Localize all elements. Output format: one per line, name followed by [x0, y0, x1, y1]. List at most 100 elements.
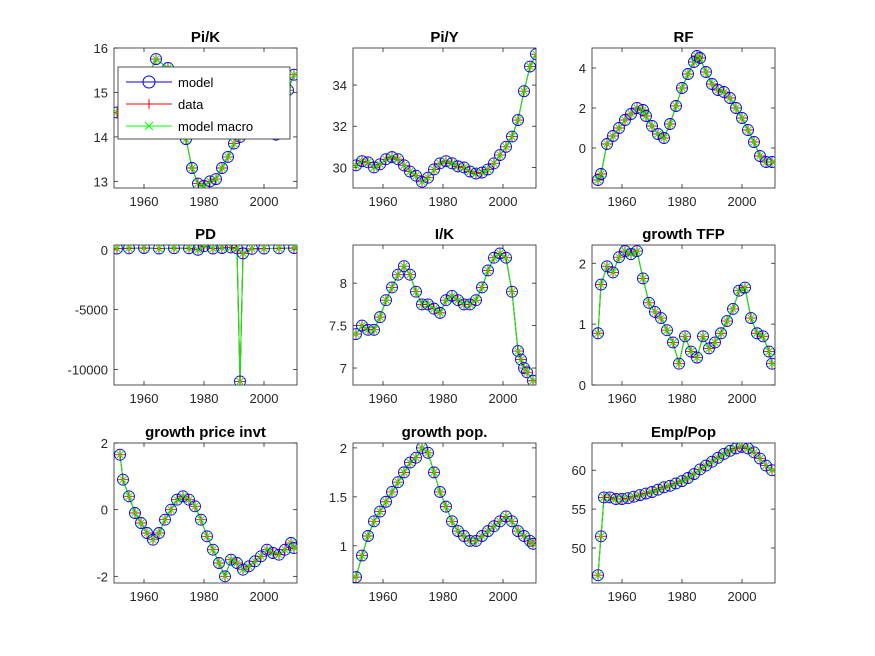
point-model-macro [435, 487, 445, 497]
point-model [500, 510, 512, 523]
point-model-macro [423, 448, 433, 458]
point-model [195, 513, 207, 526]
panel-emp-pop: Emp/Pop 1960 1980 2000 50 55 60 [572, 424, 776, 604]
point-model-macro [677, 83, 687, 93]
point-model-macro [238, 249, 248, 258]
point-model [422, 171, 434, 184]
point-model-macro [208, 545, 218, 555]
point-model [661, 324, 673, 337]
point-model-macro [214, 558, 224, 568]
point-model [147, 533, 159, 546]
point-model [398, 466, 410, 479]
point-model [733, 284, 745, 297]
point-model [123, 245, 135, 255]
point-model [392, 476, 404, 489]
point-model-macro [429, 468, 439, 477]
point-model [207, 245, 219, 255]
point-model [410, 285, 422, 298]
point-model-macro [381, 497, 391, 507]
point-model [664, 479, 676, 492]
point-model-macro [435, 308, 445, 318]
point-model [476, 530, 488, 542]
x-tick-label: 2000 [489, 589, 518, 604]
point-model-macro [217, 245, 227, 253]
panel-title: RF [674, 29, 694, 46]
y-tick-label: 1.5 [329, 490, 347, 505]
point-model [700, 66, 712, 78]
point-model-macro [247, 245, 257, 254]
panel-pd: PD 1960 1980 2000 0 -5000 -10000 [68, 226, 298, 406]
point-model [428, 163, 440, 176]
point-model-macro [447, 291, 457, 301]
point-model-macro [608, 268, 618, 277]
point-model [664, 118, 676, 130]
point-model [138, 245, 150, 254]
point-model [640, 110, 652, 122]
point-model [730, 443, 742, 455]
point-model [255, 550, 267, 563]
legend-label: data [178, 97, 204, 112]
point-model [655, 312, 667, 324]
point-model [694, 52, 706, 64]
point-model [386, 486, 398, 498]
panel-rf: RF 1960 1980 2000 0 2 4 [579, 29, 776, 209]
point-model-macro [593, 328, 603, 338]
point-model-macro [130, 508, 140, 518]
point-model-macro [668, 338, 678, 347]
point-model-macro [740, 283, 750, 292]
point-model-macro [495, 150, 505, 160]
point-model-macro [513, 526, 523, 536]
x-tick-label: 1960 [608, 194, 637, 209]
y-tick-label: 2 [340, 441, 347, 456]
point-model [434, 486, 446, 498]
plot-area [114, 448, 297, 583]
point-model-macro [244, 561, 254, 571]
point-model-macro [489, 158, 499, 168]
point-model [410, 451, 422, 464]
point-model-macro [710, 338, 720, 347]
point-model-macro [136, 518, 146, 528]
point-model-macro [226, 555, 236, 565]
point-model [422, 446, 434, 459]
point-model-macro [289, 70, 297, 80]
point-model-macro [211, 174, 221, 184]
point-model-macro [528, 376, 536, 385]
point-model [506, 130, 518, 143]
panel-title: Emp/Pop [651, 424, 716, 441]
point-model [640, 487, 652, 500]
point-model [682, 472, 694, 484]
x-tick-label: 2000 [489, 194, 518, 209]
point-model [691, 351, 703, 364]
x-tick-label: 1980 [668, 194, 697, 209]
x-tick-label: 2000 [250, 391, 279, 406]
point-model [288, 245, 297, 254]
point-model [748, 136, 760, 148]
point-model [613, 251, 625, 264]
y-tick-label: 34 [333, 78, 347, 93]
x-tick-label: 1980 [668, 589, 697, 604]
point-model [518, 530, 530, 542]
point-model [718, 86, 730, 98]
point-model-macro [683, 69, 693, 79]
point-model-macro [507, 516, 517, 526]
point-model [595, 278, 607, 291]
point-model [706, 455, 718, 468]
point-model-macro [593, 570, 603, 580]
legend: model data model macro [117, 66, 291, 140]
x-tick-label: 1960 [369, 194, 398, 209]
point-model-macro [405, 270, 415, 280]
point-model [730, 102, 742, 114]
point-model-macro [647, 121, 657, 131]
y-tick-label: 7.5 [329, 319, 347, 334]
point-model [398, 260, 410, 273]
point-model [458, 530, 470, 542]
point-model [595, 530, 607, 543]
point-model [153, 245, 165, 255]
point-model [114, 448, 126, 461]
point-model-macro [289, 543, 297, 553]
point-model [613, 122, 625, 134]
point-model-macro [519, 86, 529, 96]
point-model [213, 557, 225, 569]
plot-area [353, 443, 536, 583]
panel-growth-pop: growth pop. 1960 1980 2000 1 1.5 2 [329, 424, 537, 604]
